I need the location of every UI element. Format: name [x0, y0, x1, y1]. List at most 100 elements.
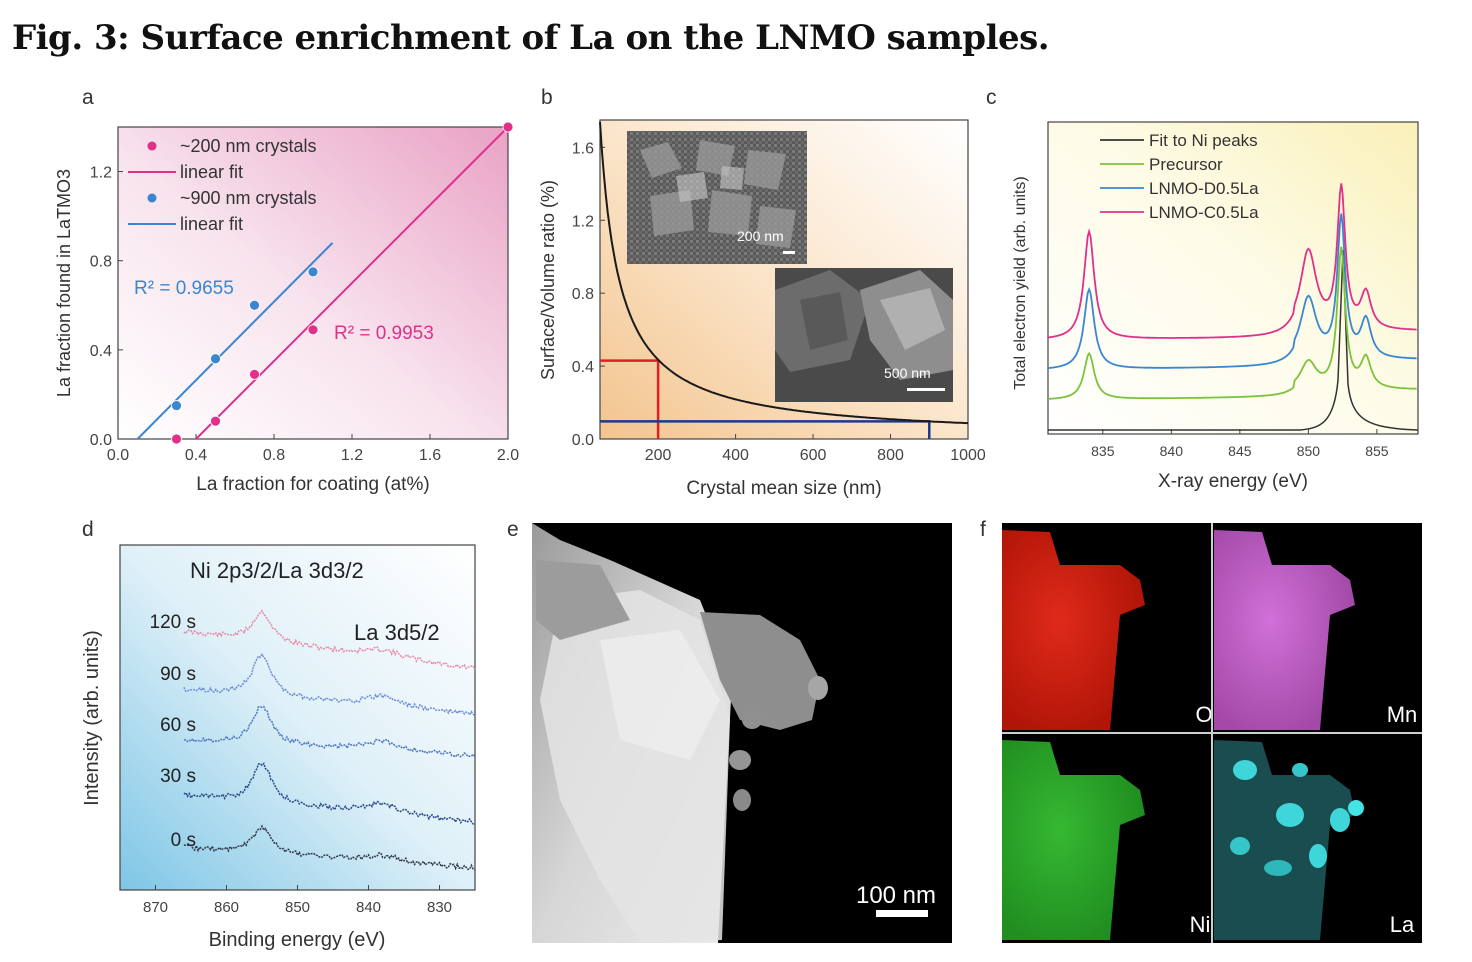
panel-a-x-tick-label: 1.6 [419, 447, 441, 464]
panel-b-y-tick-label: 0.4 [572, 359, 594, 376]
panel-c-x-tick-label: 845 [1228, 443, 1252, 459]
panel-d-plot-area [119, 544, 476, 891]
legend-marker-200nm [147, 141, 157, 151]
panel-c-x-tick-label: 850 [1297, 443, 1321, 459]
linear-fit-line-1 [136, 242, 334, 440]
xps-spectrum-90s [183, 652, 476, 717]
panel-b-x-tick-label: 200 [645, 447, 672, 464]
panel-a-x-tick-label: 0.0 [107, 447, 129, 464]
panel-e-scale-bar [876, 910, 928, 917]
panel-d-x-tick-label: 870 [143, 899, 168, 916]
xps-label-0s: 0 s [171, 830, 196, 851]
panel-b-y-tick-label: 0.0 [572, 432, 594, 449]
panel-label-d: d [82, 518, 94, 541]
spectrum-precursor [1047, 246, 1417, 400]
eds-label-mn: Mn [1387, 702, 1418, 727]
peak-annotation-la: La 3d5/2 [354, 620, 440, 645]
panel-d-chart: 870 860 850 840 830 120 s 90 s 60 s 30 s 0 s… [81, 544, 476, 951]
spectrum-fit-ni [1048, 249, 1419, 431]
panel-a-y-tick-label: 0.0 [90, 432, 112, 449]
r2-annotation-200nm: R² = 0.9953 [334, 323, 434, 344]
xps-spectrum-0s [183, 824, 476, 871]
sem-inset-200nm-label: 200 nm [737, 228, 784, 244]
xps-label-30s: 30 s [160, 766, 196, 787]
legend-label-fit-ni: Fit to Ni peaks [1149, 131, 1258, 150]
data-point-series-0 [210, 415, 221, 427]
eds-map-o: O [1002, 530, 1213, 730]
panel-b-chart: 200 400 600 800 1000 0.0 0.4 0.8 1.2 1.6 200 nm [538, 119, 986, 499]
eds-map-ni: Ni [1002, 740, 1210, 940]
xps-spectrum-120s [183, 609, 476, 670]
sem-inset-200nm: 200 nm [627, 131, 807, 264]
panel-a-x-tick-label: 2.0 [497, 447, 519, 464]
panel-a-y-tick-label: 0.8 [90, 254, 112, 271]
panel-b-x-tick-label: 600 [800, 447, 827, 464]
legend-label-lnmo-c05la: LNMO-C0.5La [1149, 203, 1259, 222]
legend-label-precursor: Precursor [1149, 155, 1223, 174]
panel-d-x-tick-label: 860 [214, 899, 239, 916]
xps-label-120s: 120 s [150, 612, 196, 633]
panel-label-b: b [541, 86, 553, 109]
panel-c-y-axis-label: Total electron yield (arb. units) [1012, 176, 1029, 389]
eds-label-la: La [1390, 912, 1415, 937]
panel-b-y-tick-label: 0.8 [572, 286, 594, 303]
data-point-series-0 [502, 121, 514, 133]
panel-b-x-tick-label: 800 [877, 447, 904, 464]
panel-d-x-tick-label: 830 [427, 899, 452, 916]
legend-label-200nm: ~200 nm crystals [180, 136, 317, 156]
panel-f-eds-maps: O Mn Ni La [1002, 523, 1422, 943]
eds-map-la: La [1214, 740, 1415, 940]
scale-bar-500nm [907, 388, 945, 391]
data-point-series-0 [249, 368, 260, 380]
spectrum-lnmo-c05la [1047, 183, 1417, 339]
xps-spectrum-30s [183, 762, 476, 825]
panel-b-x-tick-label: 400 [722, 447, 749, 464]
panel-b-y-axis-label: Surface/Volume ratio (%) [538, 180, 558, 380]
panel-e-scale-label: 100 nm [856, 882, 936, 909]
panel-d-x-tick-label: 850 [285, 899, 310, 916]
panel-c-x-tick-label: 855 [1365, 443, 1389, 459]
panel-b-y-tick-label: 1.2 [572, 213, 594, 230]
data-point-series-0 [307, 324, 319, 336]
panel-a-x-tick-label: 1.2 [341, 447, 363, 464]
eds-label-o: O [1195, 702, 1212, 727]
sem-inset-500nm-label: 500 nm [884, 365, 931, 381]
legend-label-fit-900nm: linear fit [180, 214, 243, 234]
r2-annotation-900nm: R² = 0.9655 [134, 278, 234, 299]
xps-label-60s: 60 s [160, 715, 196, 736]
panel-d-y-axis-label: Intensity (arb. units) [81, 630, 103, 806]
data-point-series-1 [210, 353, 221, 365]
panel-a-x-tick-label: 0.8 [263, 447, 285, 464]
panel-c-plot-area [1047, 121, 1419, 435]
linear-fit-line-0 [195, 126, 509, 440]
sem-inset-500nm: 500 nm [775, 268, 953, 402]
panel-c-x-axis-label: X-ray energy (eV) [1158, 471, 1308, 492]
panel-label-f: f [980, 518, 986, 541]
data-point-series-1 [307, 266, 319, 278]
legend-label-fit-200nm: linear fit [180, 162, 243, 182]
peak-annotation-ni-la: Ni 2p3/2/La 3d3/2 [190, 558, 364, 583]
legend-label-lnmo-d05la: LNMO-D0.5La [1149, 179, 1259, 198]
panel-a-chart: 0.0 0.4 0.8 1.2 1.6 2.0 0.0 0.4 0.8 1.2 ~200 nm … [54, 121, 519, 495]
spectrum-lnmo-d05la [1047, 213, 1417, 369]
panel-a-y-tick-label: 0.4 [90, 343, 112, 360]
eds-label-ni: Ni [1190, 912, 1211, 937]
eds-map-mn: Mn [1214, 530, 1417, 730]
panel-d-x-tick-label: 840 [356, 899, 381, 916]
scale-bar-200nm [783, 251, 795, 254]
data-point-series-0 [171, 433, 182, 445]
panel-b-x-axis-label: Crystal mean size (nm) [686, 478, 881, 499]
panel-label-a: a [82, 86, 94, 109]
panel-a-plot-area [117, 126, 509, 440]
data-point-series-1 [171, 400, 182, 411]
panel-d-x-axis-label: Binding energy (eV) [209, 929, 386, 951]
panel-a-y-tick-label: 1.2 [90, 165, 112, 182]
xps-label-90s: 90 s [160, 664, 196, 685]
surface-volume-curve [599, 121, 968, 425]
panel-b-y-tick-label: 1.6 [572, 140, 594, 157]
xps-spectrum-60s [183, 705, 476, 758]
legend-marker-900nm [147, 193, 157, 203]
panel-c-x-tick-label: 840 [1160, 443, 1184, 459]
panel-label-c: c [986, 86, 997, 109]
